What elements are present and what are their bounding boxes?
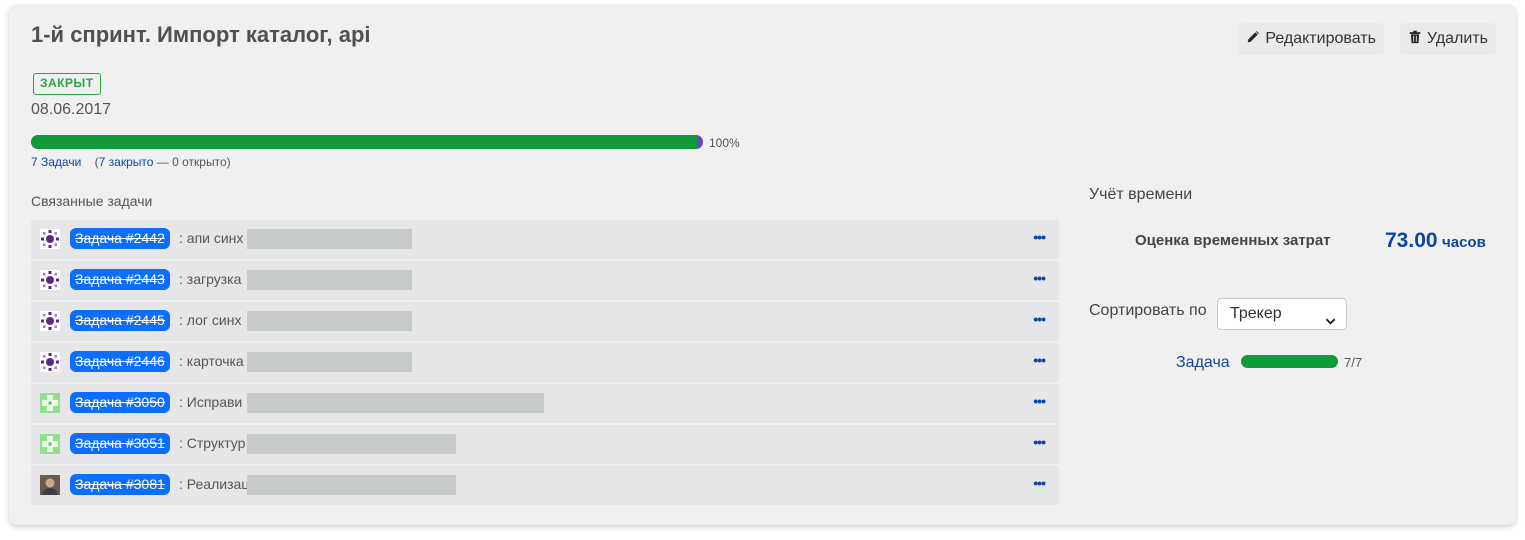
redacted-text: [247, 270, 412, 290]
issue-subject: : апи синх: [179, 230, 244, 246]
issue-row: Задача #2446 : карточка •••: [31, 343, 1059, 382]
redacted-text: [247, 229, 412, 249]
redacted-text: [247, 475, 456, 495]
related-issues-heading: Связанные задачи: [31, 193, 153, 209]
user-avatar-icon: [40, 311, 60, 331]
issue-row: Задача #2445 : лог синх •••: [31, 302, 1059, 341]
progress-percent: 100%: [709, 136, 740, 150]
redacted-text: [247, 311, 412, 331]
estimate-value: 73.00 часов: [1385, 229, 1486, 253]
user-avatar-icon: [40, 434, 60, 454]
issue-link[interactable]: Задача #3081: [70, 474, 170, 495]
tracker-link[interactable]: Задача: [1176, 354, 1230, 371]
redacted-text: [247, 434, 456, 454]
delete-button[interactable]: Удалить: [1399, 23, 1496, 55]
issue-subject: : Структур: [179, 435, 246, 451]
issue-subject: : Исправи: [179, 394, 243, 410]
time-tracking-heading: Учёт времени: [1089, 186, 1193, 203]
status-badge: ЗАКРЫТ: [33, 73, 101, 95]
issue-link[interactable]: Задача #2446: [70, 351, 170, 372]
issue-row: Задача #3081 : Реализац •••: [31, 466, 1059, 505]
more-actions-icon[interactable]: •••: [1033, 475, 1046, 491]
user-avatar-photo: [40, 475, 60, 495]
more-actions-icon[interactable]: •••: [1033, 352, 1046, 368]
total-issues-link[interactable]: 7 Задачи: [31, 155, 82, 169]
more-actions-icon[interactable]: •••: [1033, 434, 1046, 450]
pencil-icon: [1246, 30, 1260, 49]
issue-link[interactable]: Задача #3050: [70, 392, 170, 413]
issue-row: Задача #3050 : Исправи •••: [31, 384, 1059, 423]
more-actions-icon[interactable]: •••: [1033, 270, 1046, 286]
redacted-text: [247, 352, 412, 372]
more-actions-icon[interactable]: •••: [1033, 393, 1046, 409]
version-actions: Редактировать Удалить: [1238, 23, 1496, 55]
issue-row: Задача #2443 : загрузка •••: [31, 261, 1059, 300]
issue-link[interactable]: Задача #2442: [70, 228, 170, 249]
related-issues-list: Задача #2442 : апи синх ••• Задача #2443 : з…: [31, 220, 1059, 507]
issue-subject: : карточка: [179, 353, 244, 369]
user-avatar-icon: [40, 229, 60, 249]
open-issues-text: — 0 открыто): [156, 155, 231, 169]
estimate-hours: 73.00: [1385, 229, 1438, 252]
page-title: 1-й спринт. Импорт каталог, api: [31, 22, 371, 47]
issue-subject: : Реализац: [179, 476, 250, 492]
version-card: 1-й спринт. Импорт каталог, api Редактир…: [9, 5, 1516, 525]
issue-link[interactable]: Задача #3051: [70, 433, 170, 454]
delete-label: Удалить: [1426, 30, 1488, 47]
sort-selected-value: Трекер: [1230, 305, 1282, 322]
sort-label: Сортировать по: [1089, 302, 1207, 319]
stats-open-paren: (: [94, 155, 99, 169]
chevron-down-icon: [1325, 308, 1336, 325]
issue-stats: 7 Задачи (7 закрыто — 0 открыто): [31, 155, 231, 169]
redacted-text: [247, 393, 544, 413]
stats-separator: [85, 155, 95, 169]
more-actions-icon[interactable]: •••: [1033, 311, 1046, 327]
edit-label: Редактировать: [1265, 30, 1376, 47]
tracker-progress-bar: [1241, 355, 1338, 368]
sort-select[interactable]: Трекер: [1217, 298, 1347, 330]
trash-icon: [1408, 30, 1422, 49]
closed-issues-link[interactable]: 7 закрыто: [98, 155, 154, 169]
issue-link[interactable]: Задача #2445: [70, 310, 170, 331]
user-avatar-icon: [40, 270, 60, 290]
progress-bar: [31, 135, 703, 149]
estimate-label: Оценка временных затрат: [1135, 232, 1331, 249]
more-actions-icon[interactable]: •••: [1033, 229, 1046, 245]
issue-link[interactable]: Задача #2443: [70, 269, 170, 290]
issue-subject: : лог синх: [179, 312, 242, 328]
issue-row: Задача #3051 : Структур •••: [31, 425, 1059, 464]
issue-row: Задача #2442 : апи синх •••: [31, 220, 1059, 259]
version-date: 08.06.2017: [31, 101, 112, 118]
progress-bar-fill: [31, 135, 697, 149]
issue-subject: : загрузка: [179, 271, 242, 287]
edit-button[interactable]: Редактировать: [1238, 23, 1384, 55]
user-avatar-icon: [40, 352, 60, 372]
user-avatar-icon: [40, 393, 60, 413]
tracker-count: 7/7: [1344, 355, 1363, 370]
estimate-unit: часов: [1442, 234, 1486, 251]
